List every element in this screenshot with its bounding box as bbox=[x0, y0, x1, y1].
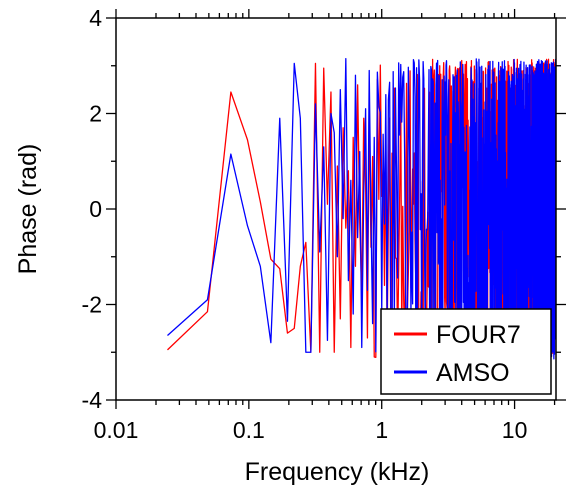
x-tick-label: 0.1 bbox=[233, 417, 265, 443]
y-tick-label: -4 bbox=[82, 387, 103, 413]
legend: FOUR7 AMSO bbox=[380, 308, 552, 395]
y-tick-label: -2 bbox=[82, 292, 102, 318]
legend-label-four7: FOUR7 bbox=[436, 321, 521, 349]
x-axis-title: Frequency (kHz) bbox=[245, 458, 430, 486]
x-tick-label: 0.01 bbox=[94, 417, 139, 443]
ticks-layer bbox=[106, 9, 566, 409]
x-tick-label: 10 bbox=[502, 417, 528, 443]
y-tick-label: 0 bbox=[89, 196, 102, 222]
legend-label-amso: AMSO bbox=[436, 359, 510, 387]
x-tick-label: 1 bbox=[375, 417, 388, 443]
legend-box bbox=[380, 308, 552, 395]
labels-layer: 0.01 0.1 1 10 4 2 0 -2 -4 bbox=[82, 5, 528, 443]
series-line-amso bbox=[167, 57, 556, 360]
y-tick-label: 4 bbox=[89, 5, 102, 31]
y-tick-label: 2 bbox=[89, 101, 102, 127]
y-axis-title: Phase (rad) bbox=[14, 144, 42, 275]
